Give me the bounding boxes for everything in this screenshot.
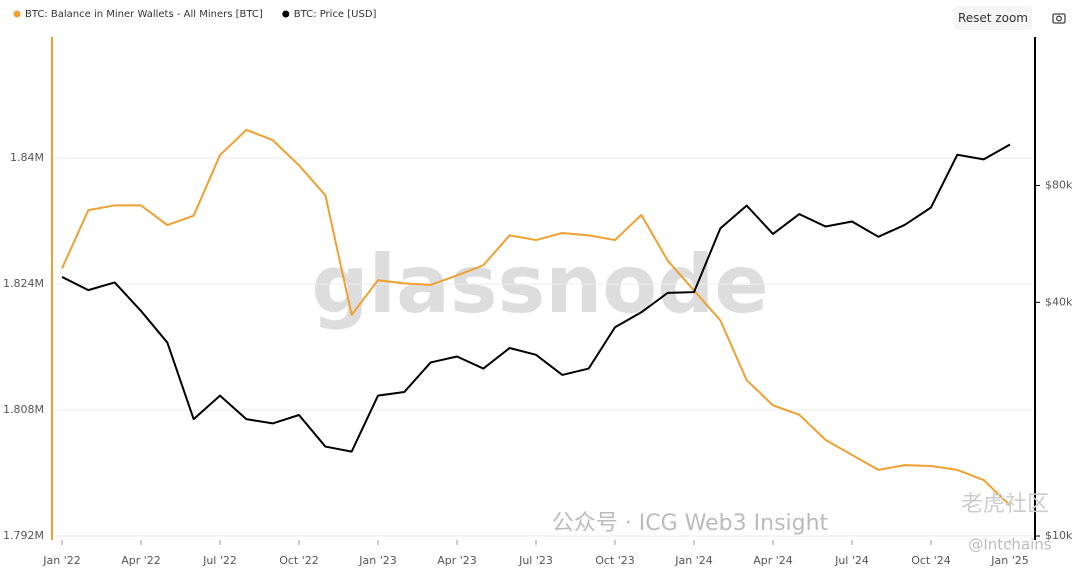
x-tick-label: Oct '24 bbox=[911, 554, 951, 567]
x-tick-label: Jan '23 bbox=[358, 554, 396, 567]
x-tick-label: Jan '24 bbox=[674, 554, 712, 567]
legend-label: BTC: Balance in Miner Wallets - All Mine… bbox=[25, 9, 263, 20]
overlay-text: @Intchains bbox=[968, 536, 1051, 554]
overlay-text: 老虎社区 bbox=[961, 492, 1049, 517]
y2-tick-label: $10k bbox=[1045, 529, 1073, 542]
x-tick-label: Jul '22 bbox=[202, 554, 237, 567]
y2-tick-label: $80k bbox=[1045, 178, 1073, 191]
x-tick-label: Jul '24 bbox=[834, 554, 869, 567]
x-tick-label: Jan '25 bbox=[990, 554, 1028, 567]
x-tick-label: Jul '23 bbox=[518, 554, 553, 567]
legend-label: BTC: Price [USD] bbox=[294, 9, 377, 20]
legend-dot bbox=[282, 10, 290, 18]
x-tick-label: Jan '22 bbox=[42, 554, 80, 567]
x-tick-label: Apr '23 bbox=[437, 554, 477, 567]
reset-zoom-button[interactable]: Reset zoom bbox=[954, 6, 1032, 30]
x-tick-label: Apr '22 bbox=[121, 554, 161, 567]
series-line bbox=[61, 128, 1011, 507]
y-tick-label: 1.824M bbox=[3, 277, 44, 290]
x-tick-label: Apr '24 bbox=[753, 554, 793, 567]
y-tick-label: 1.84M bbox=[10, 151, 44, 164]
y-tick-label: 1.808M bbox=[3, 403, 44, 416]
series-line bbox=[61, 143, 1011, 453]
camera-icon[interactable] bbox=[1052, 13, 1066, 24]
overlay-text: 公众号 · ICG Web3 Insight bbox=[552, 511, 829, 536]
x-tick-label: Oct '23 bbox=[595, 554, 635, 567]
x-tick-label: Oct '22 bbox=[279, 554, 319, 567]
y-tick-label: 1.792M bbox=[3, 529, 44, 542]
y2-tick-label: $40k bbox=[1045, 295, 1073, 308]
legend-dot bbox=[13, 10, 21, 18]
